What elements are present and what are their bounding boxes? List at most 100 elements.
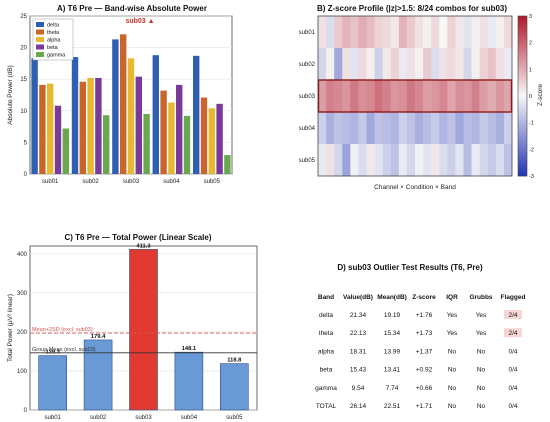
panel-b-colorbar-step [518, 160, 527, 163]
panel-b-cell [503, 80, 513, 113]
panel-a-bar-alpha [168, 102, 175, 174]
panel-d-column-header: Flagged [501, 294, 526, 301]
panel-d-flag-highlight [504, 310, 522, 319]
panel-b-row-label: sub03 [299, 94, 316, 100]
panel-a-bar-alpha [208, 108, 215, 174]
panel-a-xtick: sub04 [163, 179, 180, 185]
panel-b-cell [431, 16, 440, 49]
panel-b-cell [495, 80, 505, 113]
panel-d-cell: Yes [447, 330, 458, 337]
panel-b-cell [398, 48, 408, 81]
panel-b-cell [447, 80, 456, 113]
panel-a-bar-delta [112, 39, 119, 174]
panel-a-bar-theta [79, 81, 86, 174]
panel-d-cell: +1.76 [416, 312, 433, 319]
panel-c-bar [83, 339, 113, 411]
panel-a-bar-gamma [62, 128, 69, 174]
panel-b-colorbar-step [518, 90, 527, 94]
panel-d-column-header: IQR [446, 294, 458, 301]
panel-b-colorbar-step [518, 133, 527, 137]
panel-b-cell [455, 16, 464, 49]
panel-b-cell [350, 16, 359, 49]
panel-c-ytick: 100 [17, 369, 28, 375]
panel-b-cell [415, 80, 424, 113]
panel-a-legend-label: delta [47, 23, 60, 29]
panel-b-colorbar-step [518, 157, 527, 161]
panel-a-bar-beta [135, 76, 142, 174]
panel-b-cell [495, 16, 505, 49]
panel-b-cell [415, 112, 424, 145]
panel-a-bar-gamma [224, 155, 231, 174]
panel-a-bar-delta [152, 55, 159, 174]
panel-b-colorbar-step [518, 109, 527, 113]
panel-b-colorbar-frame [517, 15, 528, 177]
panel-b-cell [423, 80, 432, 113]
panel-b-cell [342, 80, 351, 113]
panel-b-cell [447, 16, 456, 49]
panel-b-colorbar-step [518, 104, 527, 107]
panel-b-colorbar-step [518, 34, 527, 38]
panel-b-cell [318, 80, 327, 113]
panel-b-cell [439, 144, 448, 177]
panel-b-colorbar-step [518, 82, 527, 86]
panel-b-cell [334, 16, 343, 49]
panel-b-colorbar-step [518, 120, 527, 123]
panel-d-cell: No [448, 403, 457, 410]
panel-b-cell [366, 144, 375, 177]
panel-c-ytick: 200 [17, 330, 28, 336]
panel-d-cell: 26.14 [350, 403, 367, 410]
panel-b-cell [318, 112, 327, 145]
panel-b-colorbar-step [518, 56, 527, 59]
panel-b-colorbar-tick: 2 [529, 41, 532, 47]
panel-d-cell: +1.37 [416, 348, 433, 355]
panel-b-colorbar-step [518, 32, 527, 35]
panel-b-cell [398, 144, 408, 177]
panel-c-bar [38, 355, 68, 411]
panel-b-cell [447, 48, 456, 81]
panel-d-cell: 22.51 [384, 403, 401, 410]
panel-c-title: C) T6 Pre — Total Power (Linear Scale) [65, 233, 212, 242]
panel-b-cell [390, 112, 400, 145]
panel-b-cell [374, 112, 383, 145]
panel-b-colorbar-tick: -2 [529, 147, 534, 153]
panel-d-cell: No [477, 403, 486, 410]
panel-d-cell: TOTAL [316, 403, 337, 410]
panel-b-cell [415, 16, 424, 49]
panel-b-cell [366, 16, 375, 49]
panel-a-bar-gamma [103, 115, 110, 174]
panel-b-colorbar-tick: 3 [529, 14, 532, 20]
panel-d-cell: +0.92 [416, 367, 433, 374]
panel-b-cell [439, 48, 448, 81]
panel-b-cell [326, 16, 335, 49]
panel-b-cell [495, 112, 505, 145]
panel-d-cell: +1.71 [416, 403, 433, 410]
panel-b-colorbar-step [518, 165, 527, 169]
panel-b-cell [406, 48, 416, 81]
panel-b-colorbar-step [518, 37, 527, 41]
panel-d-cell: 9.54 [352, 385, 365, 392]
panel-b-colorbar-step [518, 122, 527, 126]
panel-b-cell [374, 48, 383, 81]
panel-b-cell [326, 48, 335, 81]
panel-a-ytick: 20 [20, 46, 27, 52]
panel-b-colorbar-step [518, 146, 527, 150]
panel-b-cell [350, 80, 359, 113]
panel-d-cell: No [448, 348, 457, 355]
panel-b-cell [463, 48, 472, 81]
panel-b-cell [463, 112, 472, 145]
panel-d-cell: 0/4 [508, 403, 517, 410]
panel-b-cell [382, 80, 391, 113]
panel-a-ytick: 15 [20, 77, 27, 83]
panel-b-cell [398, 80, 408, 113]
panel-b-cell [366, 48, 375, 81]
panel-b-cell [455, 80, 464, 113]
panel-b-colorbar-step [518, 128, 527, 131]
panel-b-cell [334, 48, 343, 81]
panel-b-colorbar-tick: -1 [529, 121, 534, 127]
panel-d-cell: 0/4 [508, 348, 517, 355]
panel-b-cell [382, 112, 391, 145]
panel-d-cell: 15.43 [350, 367, 367, 374]
panel-b-cell [318, 16, 327, 49]
panel-a-bar-theta [120, 34, 127, 174]
panel-a-title: A) T6 Pre — Band-wise Absolute Power [57, 4, 207, 13]
